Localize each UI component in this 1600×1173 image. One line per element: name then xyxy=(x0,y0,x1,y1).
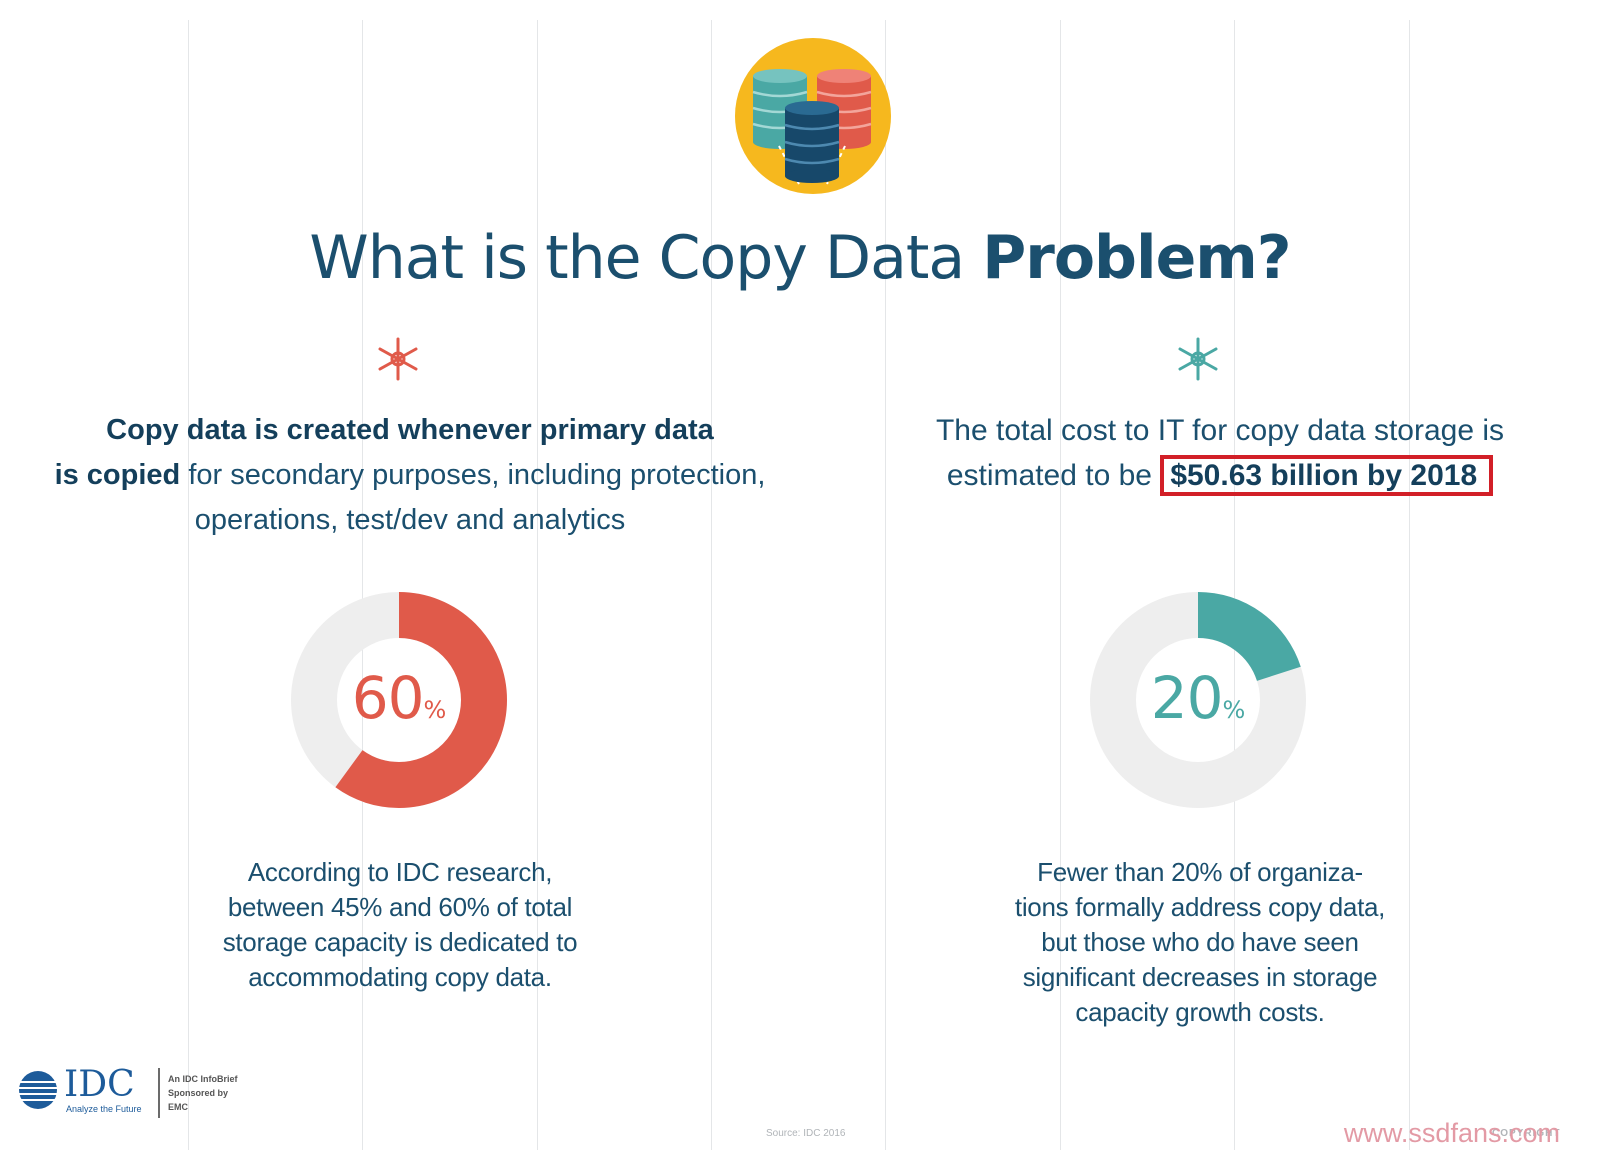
left-caption-line: storage capacity is dedicated to xyxy=(222,927,578,957)
copyright-note: COPYRIGHT xyxy=(1492,1128,1561,1139)
asterisk-flower-icon xyxy=(1178,337,1218,381)
right-caption-line: Fewer than 20% of organiza- xyxy=(1037,857,1363,887)
infobrief-label: An IDC InfoBrief Sponsored by EMC xyxy=(168,1072,238,1114)
left-description-bold-2: is copied xyxy=(54,459,181,491)
left-donut-value: 60 xyxy=(351,664,425,732)
title-regular: What is the Copy Data xyxy=(309,223,983,293)
grid-line xyxy=(1234,20,1235,1150)
page-title: What is the Copy Data Problem? xyxy=(0,218,1600,298)
left-donut-chart: 60% xyxy=(279,580,519,820)
asterisk-flower-icon xyxy=(378,337,418,381)
left-caption-line: between 45% and 60% of total xyxy=(227,892,573,922)
globe-icon xyxy=(18,1071,58,1109)
infobrief-line: Sponsored by xyxy=(168,1088,229,1098)
right-caption-line: but those who do have seen xyxy=(1041,927,1359,957)
title-bold: Problem? xyxy=(982,223,1291,293)
idc-logo-text: IDC xyxy=(64,1064,135,1105)
left-caption: According to IDC research, between 45% a… xyxy=(150,855,650,995)
right-caption-line: significant decreases in storage xyxy=(1022,962,1378,992)
left-caption-line: According to IDC research, xyxy=(247,857,553,887)
right-caption: Fewer than 20% of organiza- tions formal… xyxy=(950,855,1450,1030)
source-note: Source: IDC 2016 xyxy=(766,1128,846,1139)
grid-line xyxy=(1060,20,1061,1150)
grid-line xyxy=(188,20,189,1150)
watermark: www.ssdfans.com xyxy=(1343,1118,1560,1148)
left-caption-line: accommodating copy data. xyxy=(248,962,552,992)
left-donut-svg xyxy=(291,592,507,808)
idc-logo-tagline: Analyze the Future xyxy=(66,1104,142,1114)
right-description-text: The total cost to IT for copy data stora… xyxy=(935,414,1505,492)
left-donut-label: 60% xyxy=(279,658,519,750)
infobrief-line: An IDC InfoBrief xyxy=(168,1074,238,1084)
grid-line xyxy=(537,20,538,1150)
cost-highlight: $50.63 billion by 2018 xyxy=(1160,455,1494,496)
database-stack-icon xyxy=(735,38,891,194)
grid-line xyxy=(1409,20,1410,1150)
grid-line xyxy=(362,20,363,1150)
logo-divider xyxy=(158,1068,160,1118)
infobrief-line: EMC xyxy=(168,1102,188,1112)
right-donut-unit: % xyxy=(1222,696,1246,724)
left-description-bold-1: Copy data is created whenever primary da… xyxy=(106,414,714,446)
right-donut-arc xyxy=(1090,592,1306,808)
idc-logo: IDC Analyze the Future An IDC InfoBrief … xyxy=(14,1064,264,1120)
right-donut-chart: 20% xyxy=(1078,580,1318,820)
right-donut-label: 20% xyxy=(1078,658,1318,750)
right-caption-line: capacity growth costs. xyxy=(1075,997,1325,1027)
right-caption-line: tions formally address copy data, xyxy=(1014,892,1386,922)
left-donut-arc xyxy=(291,592,507,808)
left-description: Copy data is created whenever primary da… xyxy=(40,408,780,543)
grid-line xyxy=(711,20,712,1150)
grid-line xyxy=(885,20,886,1150)
right-description: The total cost to IT for copy data stora… xyxy=(890,408,1550,498)
right-donut-value: 20 xyxy=(1150,664,1224,732)
left-donut-unit: % xyxy=(423,696,447,724)
left-description-rest: for secondary purposes, including protec… xyxy=(180,459,766,536)
right-donut-svg xyxy=(1090,592,1306,808)
